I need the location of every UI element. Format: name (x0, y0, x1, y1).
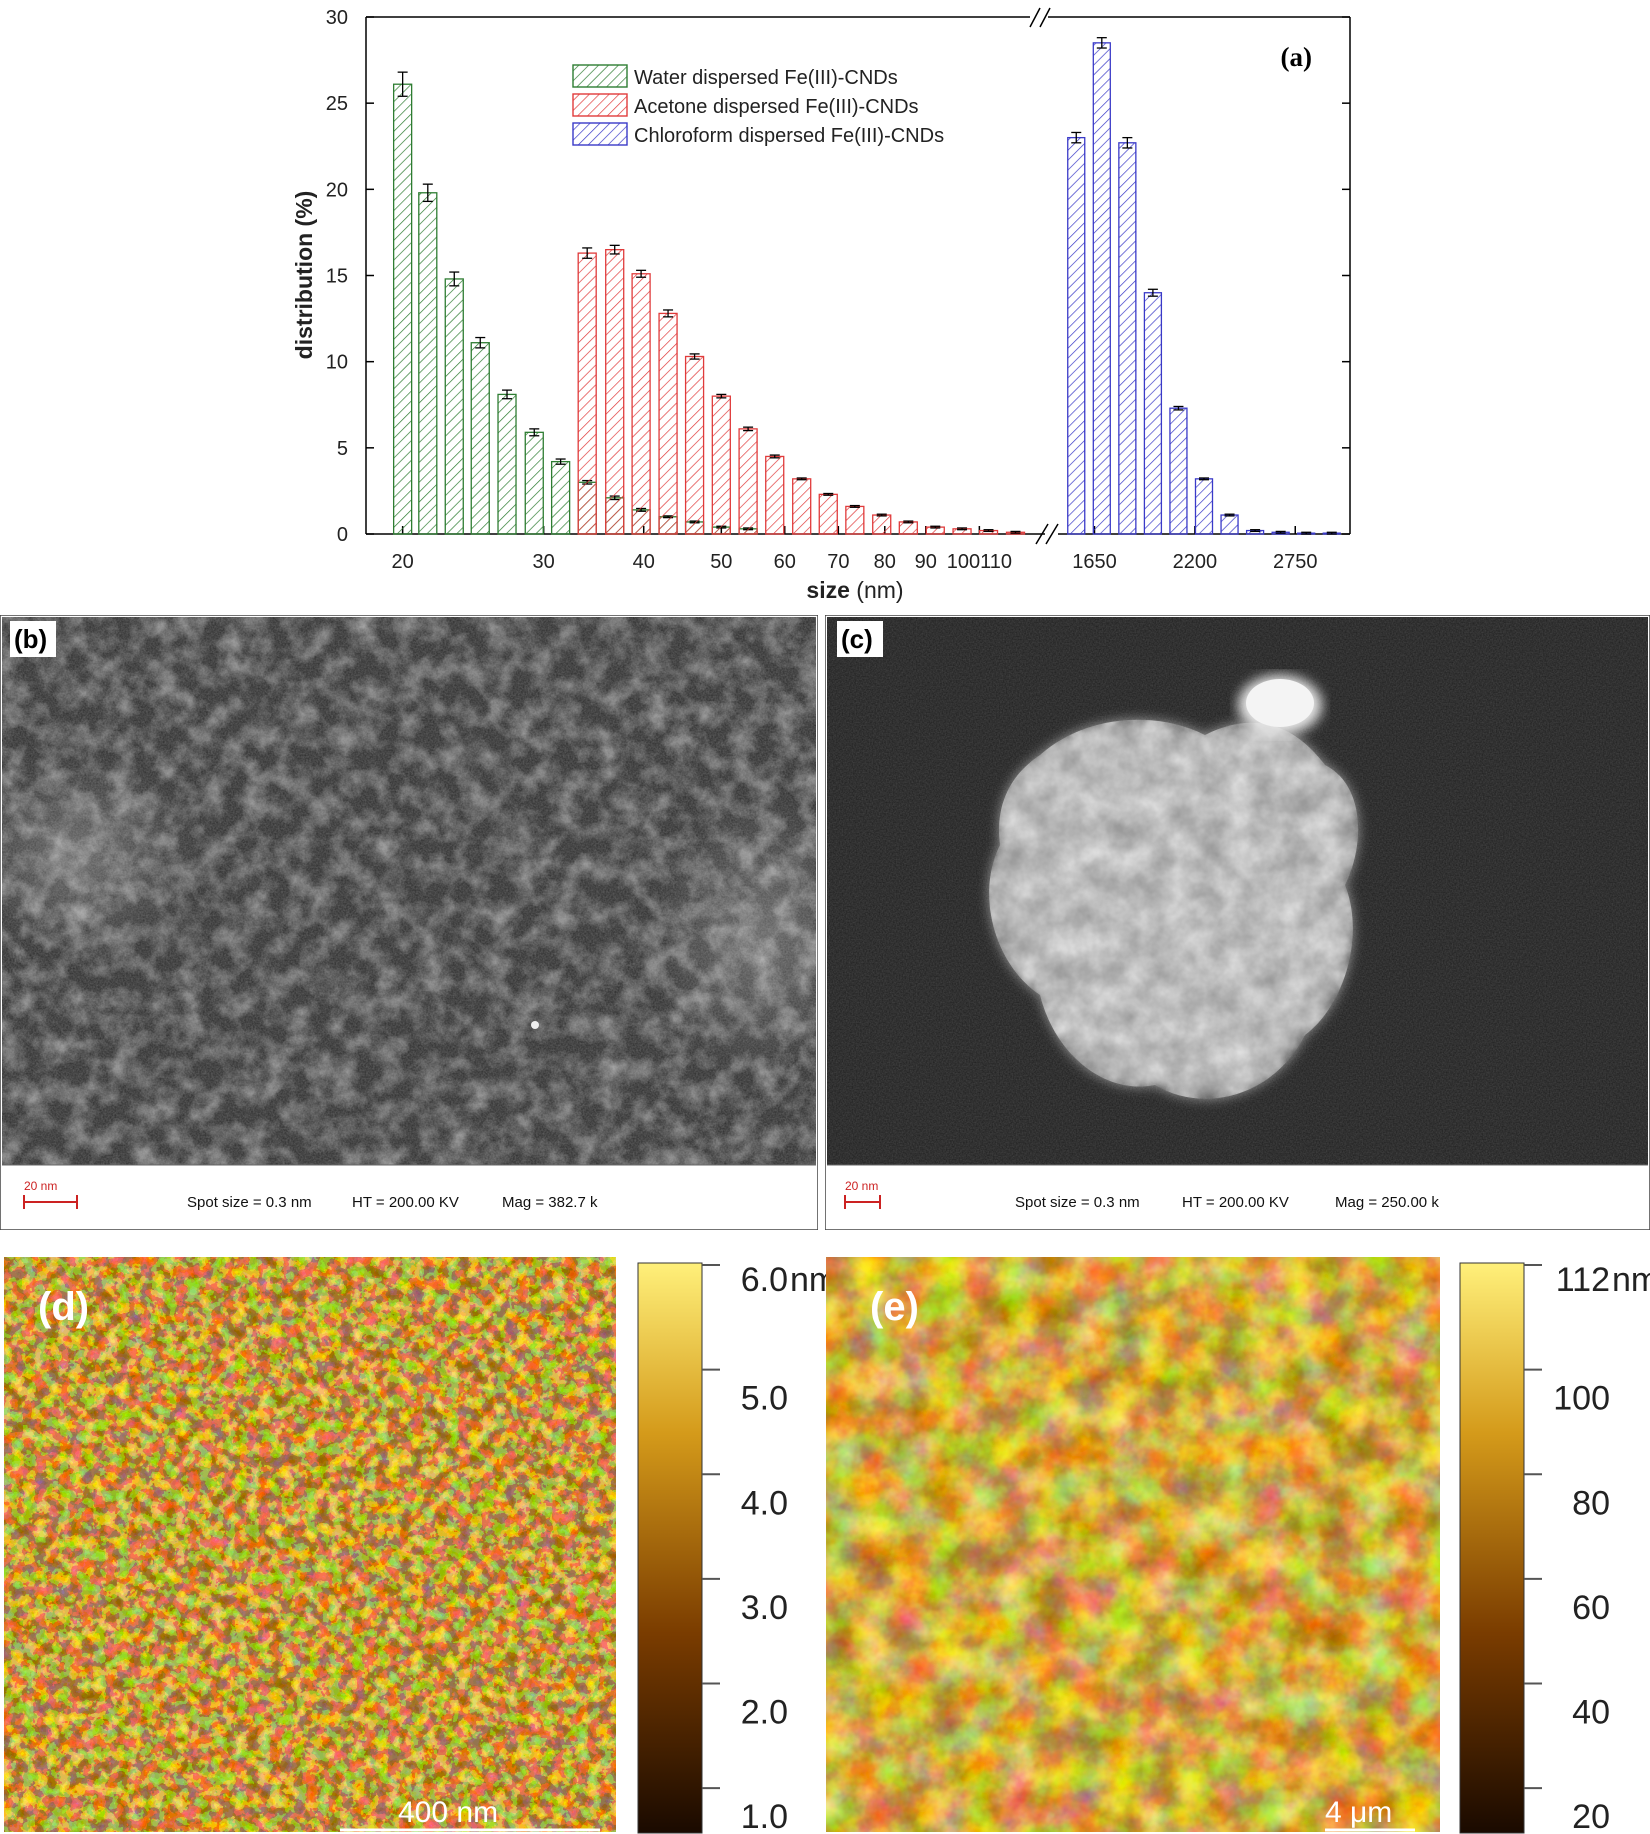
tem-image-c: (c) 20 nm Spot size = 0.3 nm HT = 200.00… (825, 615, 1650, 1230)
y-tick-label: 15 (326, 266, 348, 288)
colorbar-d (637, 1262, 703, 1834)
x-tick-label: 40 (633, 551, 655, 573)
scale-label-d: 400 nm (398, 1796, 498, 1829)
afm-images: (d) 400 nm 6.0 nm 5.0 4.0 3.0 2.0 1.0 (e) 4 μm… (4, 1257, 1650, 1834)
legend-swatch-water (572, 64, 628, 88)
bar-water (497, 393, 517, 535)
panel-a-label: (a) (1281, 42, 1312, 72)
bar-acetone (898, 521, 918, 535)
x-axis-title-unit: (nm) (850, 577, 904, 603)
colorbar-tick-label: 5.0 (741, 1380, 788, 1418)
bar-water (550, 460, 571, 535)
bar-water (418, 192, 438, 535)
ht-b: HT = 200.00 KV (352, 1194, 459, 1211)
scale-label-b: 20 nm (24, 1179, 57, 1193)
scale-label-e: 4 μm (1325, 1796, 1392, 1829)
axis-break-marks (1029, 7, 1059, 545)
colorbar-tick-label: 6.0 (741, 1261, 788, 1299)
bar-chloroform (1169, 407, 1188, 535)
ht-c: HT = 200.00 KV (1182, 1194, 1289, 1211)
bar-water (392, 83, 413, 535)
panel-c-label: (c) (841, 624, 873, 654)
y-axis-ticks: 0 5 10 15 20 25 30 (326, 7, 1350, 546)
legend-swatch-chloroform (572, 122, 628, 146)
y-tick-label: 10 (326, 352, 348, 374)
bar-chloroform (1143, 292, 1163, 535)
bar-acetone (711, 395, 731, 535)
y-tick-label: 25 (326, 93, 348, 115)
colorbar-tick-label: 60 (1572, 1589, 1610, 1627)
colorbar-d-ticks: 6.0 nm5.04.03.02.01.0 (702, 1261, 837, 1834)
y-axis-title: distribution (%) (291, 191, 317, 360)
bar-chloroform (1194, 478, 1214, 535)
bar-series (392, 37, 1341, 535)
bar-acetone (738, 428, 758, 535)
x-axis-ticks: 20 30 40 50 60 70 80 90 100110 1650 2200 2750 (392, 526, 1318, 573)
x-axis-title: size (nm) (806, 577, 903, 603)
panel-e-label: (e) (870, 1285, 919, 1329)
mag-c: Mag = 250.00 k (1335, 1194, 1439, 1211)
bar-acetone (577, 252, 597, 535)
x-tick-label: 90 (915, 551, 937, 573)
tem-image-b: (b) 20 nm Spot size = 0.3 nm HT = 200.00… (0, 615, 818, 1230)
x-tick-label: 50 (710, 551, 732, 573)
bar-acetone (845, 505, 865, 535)
spot-size-c: Spot size = 0.3 nm (1015, 1194, 1140, 1211)
bar-acetone (684, 355, 705, 535)
bar-chloroform (1092, 42, 1111, 535)
colorbar-tick-label: 100 (1553, 1380, 1610, 1418)
bar-water (470, 342, 490, 535)
y-tick-label: 30 (326, 7, 348, 29)
legend-label-chloroform: Chloroform dispersed Fe(III)-CNDs (634, 125, 944, 147)
bar-acetone (765, 455, 785, 535)
legend-swatch-acetone (572, 93, 628, 117)
legend: Water dispersed Fe(III)-CNDs Acetone dis… (572, 64, 944, 147)
bar-chloroform (1067, 136, 1086, 535)
mag-b: Mag = 382.7 k (502, 1194, 598, 1211)
x-tick-label: 80 (874, 551, 896, 573)
x-tick-label: 1650 (1072, 551, 1117, 573)
legend-label-acetone: Acetone dispersed Fe(III)-CNDs (634, 96, 919, 118)
colorbar-e-ticks: 112 nm 100 80 60 40 20 (1524, 1261, 1650, 1834)
panel-b-label: (b) (14, 624, 47, 654)
colorbar-tick-label: 2.0 (741, 1694, 788, 1732)
legend-label-water: Water dispersed Fe(III)-CNDs (634, 67, 898, 89)
panel-d-label: (d) (38, 1285, 89, 1329)
y-tick-label: 20 (326, 179, 348, 201)
bar-water (524, 431, 544, 535)
x-tick-label: 100110 (947, 551, 1012, 573)
colorbar-tick-label: 40 (1572, 1694, 1610, 1732)
scale-label-c: 20 nm (845, 1179, 878, 1193)
colorbar-e (1459, 1262, 1525, 1834)
bar-acetone (605, 248, 625, 535)
bar-acetone (818, 493, 838, 535)
spot-size-b: Spot size = 0.3 nm (187, 1194, 312, 1211)
x-tick-label: 20 (392, 551, 414, 573)
x-tick-label: 70 (827, 551, 849, 573)
x-tick-label: 60 (774, 551, 796, 573)
bar-acetone (658, 312, 678, 535)
colorbar-tick-label: 112 (1556, 1261, 1610, 1299)
bar-chloroform (1118, 142, 1137, 535)
colorbar-tick-label: 20 (1572, 1798, 1610, 1834)
bar-acetone (872, 514, 892, 535)
bar-water (444, 278, 464, 535)
x-tick-label: 2750 (1273, 551, 1318, 573)
bar-acetone (631, 273, 651, 535)
colorbar-unit: nm (1612, 1261, 1650, 1299)
y-tick-label: 0 (337, 524, 348, 546)
colorbar-tick-label: 80 (1572, 1484, 1610, 1522)
x-tick-label: 30 (533, 551, 555, 573)
x-tick-label: 2200 (1173, 551, 1218, 573)
colorbar-tick-label: 4.0 (741, 1484, 788, 1522)
y-tick-label: 5 (337, 438, 348, 460)
x-axis-title-main: size (806, 577, 849, 603)
colorbar-tick-label: 1.0 (741, 1798, 788, 1834)
bar-acetone (792, 478, 812, 535)
bar-chloroform (1220, 514, 1239, 535)
colorbar-tick-label: 3.0 (741, 1589, 788, 1627)
